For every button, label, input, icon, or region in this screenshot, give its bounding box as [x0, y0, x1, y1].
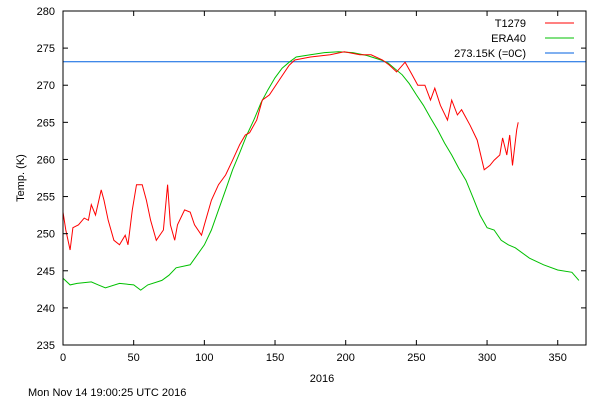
- y-tick-label: 275: [37, 43, 55, 55]
- footer-timestamp: Mon Nov 14 19:00:25 UTC 2016: [28, 387, 186, 399]
- series-line-era40: [62, 51, 580, 291]
- x-tick-label: 0: [60, 352, 66, 364]
- y-tick-label: 265: [37, 117, 55, 129]
- x-tick-label: 50: [128, 352, 140, 364]
- y-tick-label: 245: [37, 266, 55, 278]
- y-tick-label: 255: [37, 192, 55, 204]
- y-tick-label: 280: [37, 6, 55, 18]
- legend-label: T1279: [495, 18, 526, 30]
- plot-frame: [62, 10, 587, 346]
- y-tick-label: 240: [37, 303, 55, 315]
- series-line-t1279: [62, 51, 519, 251]
- legend-label: 273.15K (=0C): [454, 48, 526, 60]
- x-tick-label: 300: [478, 352, 496, 364]
- x-tick-label: 100: [195, 352, 213, 364]
- x-tick-label: 200: [337, 352, 355, 364]
- y-axis-label: Temp. (K): [15, 154, 27, 202]
- y-tick-label: 235: [37, 340, 55, 352]
- y-tick-label: 250: [37, 229, 55, 241]
- x-axis-label: 2016: [310, 373, 334, 385]
- x-tick-label: 350: [549, 352, 567, 364]
- legend-label: ERA40: [491, 33, 526, 45]
- y-tick-label: 270: [37, 80, 55, 92]
- y-tick-label: 260: [37, 154, 55, 166]
- x-tick-label: 250: [407, 352, 425, 364]
- legend: T1279 ERA40 273.15K (=0C): [454, 18, 574, 60]
- x-tick-label: 150: [266, 352, 284, 364]
